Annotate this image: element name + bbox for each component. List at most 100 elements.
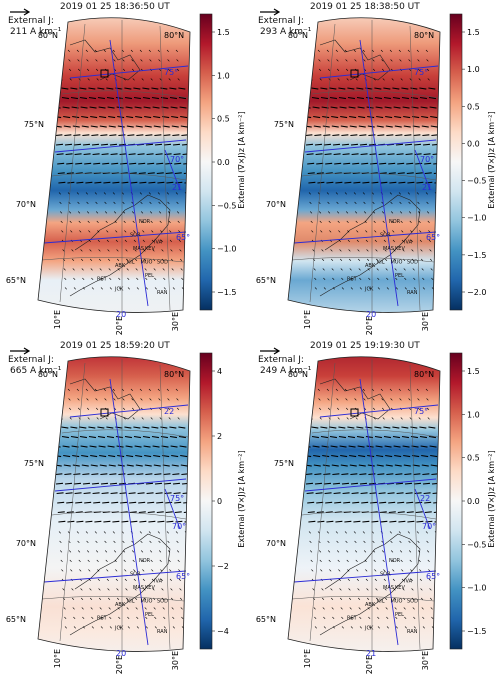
colorbar bbox=[199, 13, 213, 311]
longitude-line bbox=[309, 362, 336, 642]
latitude-line bbox=[301, 511, 437, 520]
colorbar-label: External (∇×J)z [A km⁻²] bbox=[237, 450, 246, 547]
external-current-scale: 293 A km⁻¹ bbox=[260, 27, 312, 37]
colorbar-tick-label: −1.0 bbox=[467, 584, 486, 593]
magnetic-grid-line bbox=[69, 65, 189, 79]
longitude-line bbox=[59, 362, 86, 642]
curl-field bbox=[38, 356, 190, 652]
magnetic-grid-line bbox=[304, 139, 437, 153]
latitude-label: 70°N bbox=[16, 200, 36, 209]
external-current-label: External J: bbox=[8, 16, 54, 26]
station-label: ABK bbox=[115, 263, 126, 269]
latitude-line bbox=[41, 257, 185, 263]
station-label: KEV bbox=[145, 585, 155, 591]
station-label: KIL bbox=[377, 599, 385, 605]
station-label: MAS bbox=[383, 585, 394, 591]
fov-box bbox=[100, 69, 109, 78]
colorbar-tick-label: 0 bbox=[217, 497, 222, 506]
station-label: NOR bbox=[139, 558, 151, 564]
station-label: RST bbox=[97, 277, 108, 283]
colorbar-tick-label: −0.5 bbox=[467, 540, 486, 549]
latitude-label: 65°N bbox=[256, 615, 276, 624]
magnetic-coordinate-label: 75° bbox=[414, 68, 428, 77]
station-label: JCK bbox=[114, 626, 124, 632]
panel-4: 2019 01 25 19:19:30 UT External J: 249 A k… bbox=[250, 339, 500, 677]
colorbar-tick-label: −0.5 bbox=[467, 177, 486, 186]
magnetic-grid-line bbox=[304, 478, 437, 492]
magnetic-coordinate-label: 70° bbox=[170, 155, 184, 164]
latitude-label: 70°N bbox=[266, 200, 286, 209]
latitude-label: 65°N bbox=[256, 276, 276, 285]
station-label: NOR bbox=[389, 558, 401, 564]
latitude-label: 75°N bbox=[274, 459, 294, 468]
longitude-line bbox=[159, 25, 171, 311]
longitude-label: 10°E bbox=[53, 649, 62, 668]
station-label: SOD bbox=[157, 260, 168, 266]
longitude-line bbox=[59, 23, 86, 303]
colorbar-tick-label: −4 bbox=[217, 627, 229, 636]
latitude-label: 70°N bbox=[16, 539, 36, 548]
station-label: RAN bbox=[407, 290, 418, 296]
latitude-label: 80°N bbox=[38, 31, 58, 40]
colorbar-tick-label: 1.0 bbox=[467, 410, 480, 419]
latitude-label: 80°N bbox=[164, 370, 184, 379]
longitude-line bbox=[409, 364, 421, 650]
station-label: PEL bbox=[395, 273, 404, 279]
external-current-label: External J: bbox=[258, 355, 304, 365]
colorbar bbox=[199, 352, 213, 650]
longitude-label: 10°E bbox=[303, 310, 312, 329]
magnetic-coordinate-label: 70° bbox=[172, 522, 186, 531]
station-label: MAS bbox=[383, 246, 394, 252]
station-label: MAS bbox=[133, 585, 144, 591]
map-figure: 80°N 75°N 70°N 65°N 80°N 10°E 20°E 30°E 75° 70° 21… bbox=[6, 8, 246, 335]
station-label: PEL bbox=[145, 612, 154, 618]
current-vectors bbox=[299, 388, 440, 629]
colorbar-label: External (∇×J)z [A km⁻²] bbox=[487, 111, 496, 208]
magnetic-grid-line bbox=[359, 39, 399, 307]
station-label: IVA bbox=[404, 239, 413, 245]
station-label: JCK bbox=[114, 287, 124, 293]
magnetic-coordinate-label: 20 bbox=[116, 649, 126, 658]
magnetic-grid-line bbox=[69, 404, 189, 418]
colorbar-tick-label: 1.5 bbox=[467, 367, 480, 376]
latitude-line bbox=[61, 429, 189, 438]
map-figure: 80°N 75°N 70°N 65°N 80°N 10°E 20°E 30°E 75° 70° 21… bbox=[256, 8, 496, 335]
colorbar-tick-label: 1.5 bbox=[217, 28, 230, 37]
station-label: KEV bbox=[395, 585, 405, 591]
panel-timestamp: 2019 01 25 18:36:50 UT bbox=[60, 2, 170, 12]
station-label: ABK bbox=[365, 602, 376, 608]
fov-box bbox=[100, 408, 109, 417]
magnetic-grid-line bbox=[54, 139, 187, 153]
latitude-line bbox=[61, 90, 189, 99]
magnetic-grid-line bbox=[414, 149, 431, 191]
station-label: MUO bbox=[391, 599, 403, 605]
station-label: PEL bbox=[145, 273, 154, 279]
scale-arrow-icon bbox=[10, 8, 31, 16]
map-figure: 80°N 75°N 70°N 65°N 80°N 10°E 20°E 30°E 22 75° 70°… bbox=[6, 347, 246, 674]
colorbar-tick-label: 0.5 bbox=[467, 102, 480, 111]
latitude-label: 80°N bbox=[414, 370, 434, 379]
external-current-scale: 249 A km⁻¹ bbox=[260, 366, 312, 376]
station-label: MUO bbox=[141, 599, 153, 605]
colorbar-tick-label: −2.0 bbox=[467, 288, 486, 297]
colorbar-tick-label: −1.5 bbox=[467, 627, 486, 636]
longitude-label: 10°E bbox=[53, 310, 62, 329]
map-border bbox=[287, 356, 441, 652]
station-label: JCK bbox=[364, 626, 374, 632]
station-label: PEL bbox=[395, 612, 404, 618]
map-border bbox=[287, 17, 441, 313]
colorbar-tick-label: 0.5 bbox=[217, 115, 230, 124]
coastline bbox=[69, 378, 171, 636]
colorbar-tick-label: 4 bbox=[217, 367, 222, 376]
station-label: NOR bbox=[389, 219, 401, 225]
latitude-line bbox=[301, 172, 437, 181]
fov-box bbox=[350, 69, 359, 78]
magnetic-coordinate-label: 70° bbox=[420, 155, 434, 164]
station-label: MAS bbox=[133, 246, 144, 252]
station-label: RST bbox=[347, 277, 358, 283]
magnetic-coordinate-label: 22 bbox=[420, 494, 430, 503]
station-label: RST bbox=[347, 616, 358, 622]
longitude-line bbox=[309, 23, 336, 303]
scale-arrow-icon bbox=[260, 347, 281, 355]
latitude-line bbox=[291, 257, 435, 263]
